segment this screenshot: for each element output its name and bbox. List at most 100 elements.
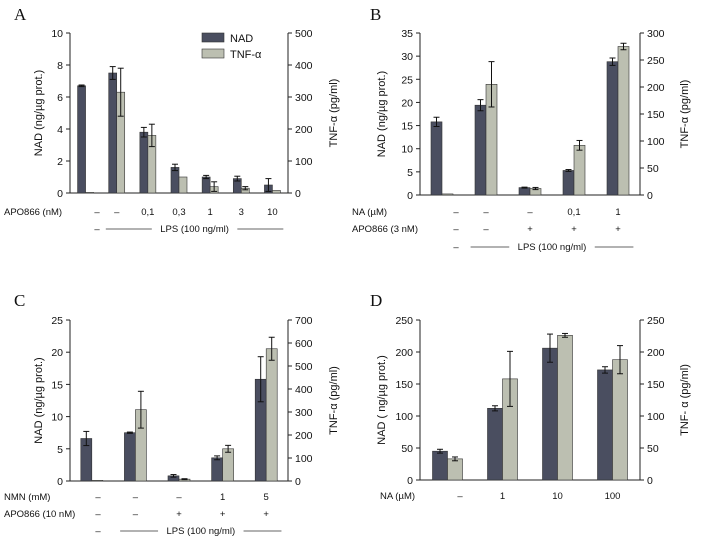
right-tick-label: 500 bbox=[295, 361, 313, 373]
condition-value: 1 bbox=[615, 207, 620, 218]
left-tick-label: 35 bbox=[401, 28, 413, 40]
condition-value: 100 bbox=[605, 491, 621, 502]
condition-value: 0,1 bbox=[141, 207, 154, 218]
condition-value: 10 bbox=[552, 491, 563, 502]
tnf-bar bbox=[265, 348, 278, 482]
condition-value: 5 bbox=[264, 492, 269, 503]
right-tick-label: 100 bbox=[295, 156, 313, 168]
tnf-bar bbox=[441, 193, 454, 196]
condition-value: + bbox=[263, 509, 269, 520]
panel-letter: C bbox=[14, 291, 25, 310]
right-tick-label: 200 bbox=[295, 430, 313, 442]
left-tick-label: 15 bbox=[51, 379, 63, 391]
left-tick-label: 100 bbox=[395, 411, 413, 423]
right-tick-label: 0 bbox=[295, 476, 301, 488]
right-tick-label: 0 bbox=[295, 188, 301, 200]
left-tick-label: 5 bbox=[57, 444, 63, 456]
condition-value: – bbox=[95, 492, 101, 503]
right-tick-label: 50 bbox=[647, 443, 659, 455]
right-tick-label: 300 bbox=[295, 407, 313, 419]
panel-letter: A bbox=[14, 5, 27, 24]
condition-label: NA (µM) bbox=[352, 207, 387, 218]
tnf-bar bbox=[272, 190, 281, 194]
tnf-bar bbox=[222, 448, 234, 482]
condition-value: 1 bbox=[207, 207, 212, 218]
left-tick-label: 2 bbox=[57, 156, 63, 168]
tnf-bar bbox=[91, 480, 104, 482]
condition-value: – bbox=[95, 509, 101, 520]
right-tick-label: 100 bbox=[647, 136, 665, 148]
nad-bar bbox=[562, 170, 575, 196]
nad-bar bbox=[170, 167, 180, 194]
right-tick-label: 400 bbox=[295, 384, 313, 396]
condition-value: – bbox=[457, 491, 463, 502]
left-tick-label: 50 bbox=[401, 443, 413, 455]
left-tick-label: 0 bbox=[407, 190, 413, 202]
panel-letter: B bbox=[370, 5, 381, 24]
bracket-label: LPS (100 ng/ml) bbox=[166, 526, 235, 537]
right-tick-label: 200 bbox=[647, 82, 665, 94]
condition-value: – bbox=[176, 492, 182, 503]
condition-value: – bbox=[453, 207, 459, 218]
condition-value: + bbox=[220, 509, 226, 520]
left-axis-title: NAD ( ng/µg prot.) bbox=[376, 355, 388, 444]
nad-bar bbox=[211, 457, 223, 482]
left-tick-label: 200 bbox=[395, 347, 413, 359]
condition-value: – bbox=[95, 526, 101, 537]
right-tick-label: 0 bbox=[647, 190, 653, 202]
legend-swatch bbox=[201, 48, 225, 59]
left-tick-label: 250 bbox=[395, 315, 413, 327]
nad-bar bbox=[430, 121, 443, 196]
condition-value: + bbox=[176, 509, 182, 520]
nad-bar bbox=[139, 131, 149, 194]
left-tick-label: 8 bbox=[57, 60, 63, 72]
right-tick-label: 50 bbox=[647, 163, 659, 175]
condition-label: APO866 (3 nM) bbox=[352, 224, 418, 235]
condition-value: 0,3 bbox=[172, 207, 185, 218]
left-tick-label: 20 bbox=[51, 347, 63, 359]
tnf-bar bbox=[557, 335, 573, 481]
tnf-bar bbox=[447, 458, 463, 481]
right-tick-label: 250 bbox=[647, 315, 665, 327]
condition-value: 1 bbox=[500, 491, 505, 502]
left-tick-label: 6 bbox=[57, 92, 63, 104]
left-axis-title: NAD (ng/µg prot.) bbox=[376, 71, 388, 157]
condition-value: – bbox=[483, 224, 489, 235]
nad-bar bbox=[597, 369, 613, 481]
legend-label: TNF-α bbox=[230, 49, 262, 61]
condition-value: – bbox=[133, 492, 139, 503]
right-tick-label: 200 bbox=[295, 124, 313, 136]
right-tick-label: 150 bbox=[647, 379, 665, 391]
left-tick-label: 20 bbox=[401, 97, 413, 109]
nad-bar bbox=[542, 347, 558, 481]
left-tick-label: 0 bbox=[57, 476, 63, 488]
left-tick-label: 10 bbox=[401, 144, 413, 156]
tnf-bar bbox=[85, 192, 94, 194]
nad-bar bbox=[474, 104, 487, 196]
panel-b: B 0 5 10 15 20 25 30 35 0 50 100 150 200 250 300 NAD (ng… bbox=[352, 5, 691, 253]
left-tick-label: 30 bbox=[401, 51, 413, 63]
right-tick-label: 600 bbox=[295, 338, 313, 350]
left-tick-label: 0 bbox=[407, 475, 413, 487]
nad-bar bbox=[124, 432, 136, 482]
condition-value: 1 bbox=[220, 492, 225, 503]
condition-value: 10 bbox=[267, 207, 278, 218]
right-tick-label: 100 bbox=[295, 453, 313, 465]
nad-bar bbox=[77, 85, 86, 194]
left-tick-label: 150 bbox=[395, 379, 413, 391]
left-tick-label: 10 bbox=[51, 28, 63, 40]
condition-value: – bbox=[133, 509, 139, 520]
nad-bar bbox=[432, 450, 448, 481]
right-tick-label: 500 bbox=[295, 28, 313, 40]
condition-label: NA (µM) bbox=[380, 491, 415, 502]
condition-value: 0,1 bbox=[567, 207, 580, 218]
condition-value: + bbox=[527, 224, 533, 235]
left-tick-label: 4 bbox=[57, 124, 63, 136]
condition-label: APO866 (nM) bbox=[4, 207, 62, 218]
right-tick-label: 150 bbox=[647, 109, 665, 121]
condition-value: + bbox=[615, 224, 621, 235]
right-axis-title: TNF-α (pg/ml) bbox=[679, 80, 691, 149]
condition-label: APO866 (10 nM) bbox=[4, 509, 75, 520]
